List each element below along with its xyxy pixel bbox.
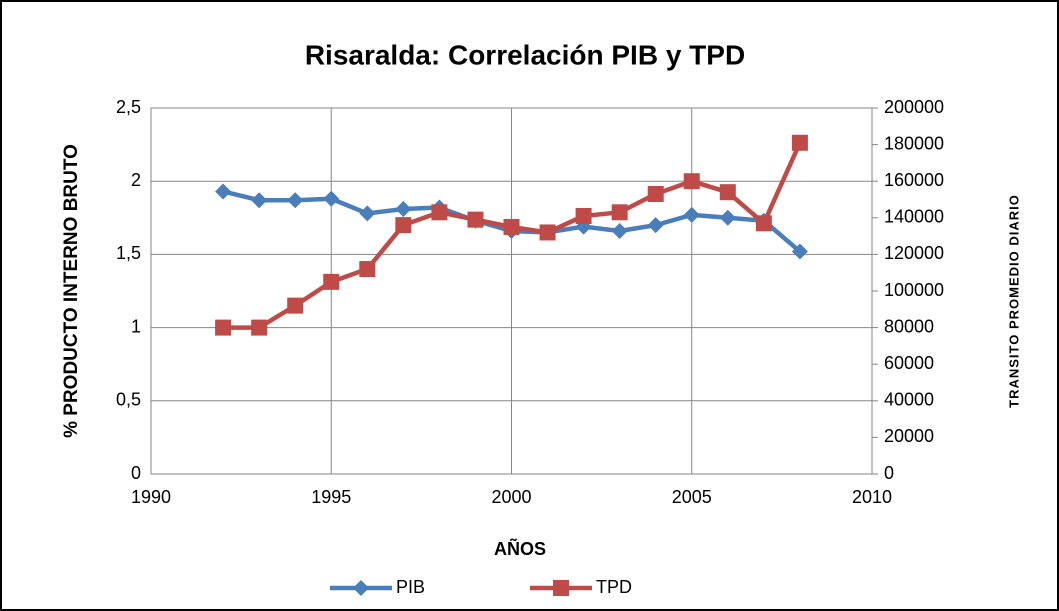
y-tick-label: 1,5: [116, 243, 141, 263]
y2-tick-label: 140000: [884, 207, 944, 227]
chart-title: Risaralda: Correlación PIB y TPD: [305, 39, 745, 70]
y2-tick-label: 120000: [884, 243, 944, 263]
y-axis-label: % PRODUCTO INTERNO BRUTO: [61, 144, 82, 438]
marker: [251, 319, 268, 336]
y2-tick-label: 80000: [884, 316, 934, 336]
marker: [683, 206, 700, 223]
y2-tick-label: 60000: [884, 353, 934, 373]
marker: [575, 207, 592, 224]
marker: [395, 217, 412, 234]
marker: [215, 183, 232, 200]
marker: [287, 192, 304, 209]
y-tick-label: 2: [131, 170, 141, 190]
x-tick-label: 2000: [491, 487, 531, 507]
x-tick-label: 1990: [131, 487, 171, 507]
marker: [359, 205, 376, 222]
marker: [647, 186, 664, 203]
marker: [251, 192, 268, 209]
marker: [539, 224, 556, 241]
legend-label: TPD: [596, 577, 632, 597]
x-tick-label: 1995: [311, 487, 351, 507]
y-tick-label: 0,5: [116, 390, 141, 410]
y2-axis-label: TRANSITO PROMEDIO DIARIO: [1006, 194, 1021, 408]
plot-frame: [150, 107, 873, 475]
y2-tick-label: 40000: [884, 390, 934, 410]
marker: [215, 319, 232, 336]
x-tick-label: 2005: [672, 487, 712, 507]
y2-tick-label: 0: [884, 463, 894, 483]
x-axis-label: AÑOS: [494, 538, 546, 559]
x-tick-label: 2010: [852, 487, 892, 507]
y-tick-label: 0: [131, 463, 141, 483]
y2-tick-label: 180000: [884, 133, 944, 153]
marker: [647, 217, 664, 234]
marker: [323, 273, 340, 290]
legend-label: PIB: [396, 577, 425, 597]
marker: [611, 204, 628, 221]
marker: [359, 261, 376, 278]
legend-marker: [553, 580, 569, 596]
y2-tick-label: 100000: [884, 280, 944, 300]
marker: [791, 243, 808, 260]
y2-tick-label: 160000: [884, 170, 944, 190]
marker: [287, 297, 304, 314]
y-tick-label: 2,5: [116, 97, 141, 117]
marker: [503, 218, 520, 235]
marker: [755, 215, 772, 232]
marker: [431, 204, 448, 221]
marker: [467, 211, 484, 228]
marker: [611, 222, 628, 239]
marker: [791, 134, 808, 151]
marker: [719, 184, 736, 201]
marker: [683, 173, 700, 190]
marker: [395, 201, 412, 218]
y-tick-label: 1: [131, 316, 141, 336]
y2-tick-label: 200000: [884, 97, 944, 117]
marker: [719, 209, 736, 226]
marker: [323, 190, 340, 207]
y2-tick-label: 20000: [884, 426, 934, 446]
legend-marker: [353, 580, 369, 596]
